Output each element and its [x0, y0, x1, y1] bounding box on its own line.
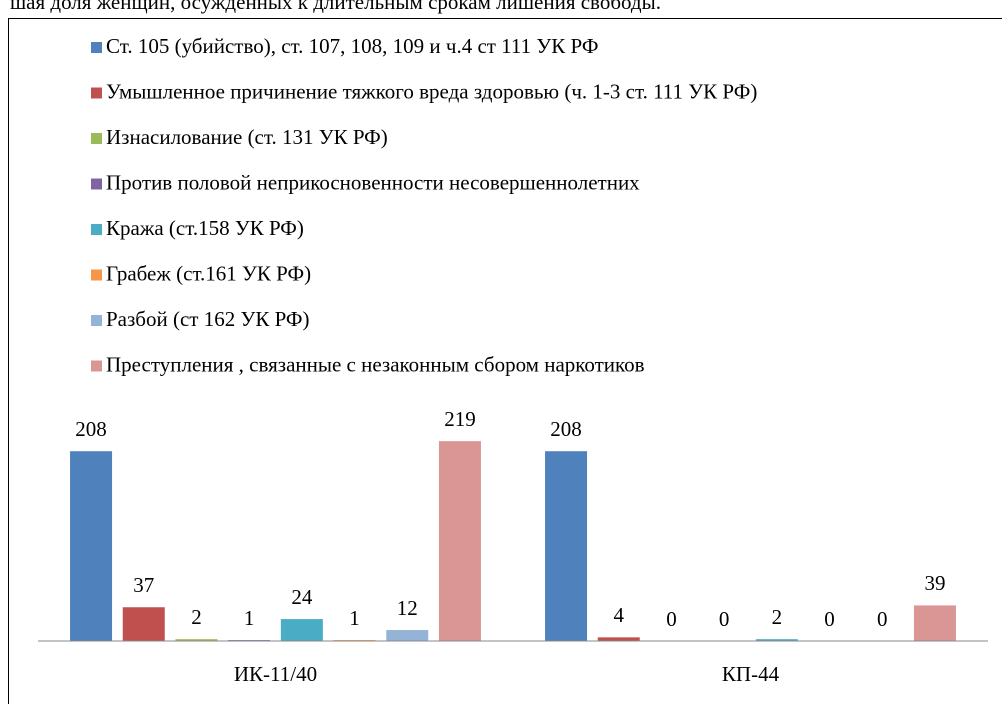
- legend-label: Разбой (ст 162 УК РФ): [106, 307, 310, 331]
- bar: [175, 639, 218, 641]
- data-label: 12: [397, 596, 418, 620]
- bar: [545, 451, 588, 641]
- data-label: 208: [550, 417, 582, 441]
- bar: [597, 637, 640, 641]
- legend-label: Преступления , связанные с незаконным сб…: [106, 352, 645, 376]
- legend-swatch: [91, 42, 102, 53]
- data-label: 39: [924, 571, 945, 595]
- bar: [438, 441, 481, 641]
- data-label: 4: [614, 603, 625, 627]
- x-tick-label: ИК-11/40: [234, 662, 317, 686]
- chart-border: [8, 18, 1002, 704]
- legend-label: Грабеж (ст.161 УК РФ): [106, 261, 311, 285]
- data-label: 0: [824, 607, 835, 631]
- bar: [280, 619, 323, 641]
- data-label: 37: [133, 573, 154, 597]
- legend-swatch: [91, 315, 102, 326]
- legend-swatch: [91, 178, 102, 190]
- legend-swatch: [91, 133, 102, 144]
- bar: [913, 605, 956, 641]
- legend-label: Изнасилование (ст. 131 УК РФ): [106, 125, 388, 149]
- legend-label: Ст. 105 (убийство), ст. 107, 108, 109 и …: [106, 34, 598, 58]
- data-label: 208: [75, 417, 107, 441]
- header-text: шая доля женщин, осужденных к длительным…: [10, 0, 661, 14]
- legend-label: Умышленное причинение тяжкого вреда здор…: [106, 79, 757, 103]
- data-label: 24: [291, 585, 313, 609]
- legend-swatch: [91, 87, 102, 99]
- bar: [122, 607, 165, 641]
- data-label: 219: [444, 407, 476, 431]
- legend-label: Против половой неприкосновенности несове…: [106, 170, 640, 194]
- legend-swatch: [91, 360, 102, 372]
- legend-swatch: [91, 224, 102, 235]
- legend-label: Кража (ст.158 УК РФ): [106, 216, 304, 240]
- legend-swatch: [91, 269, 102, 281]
- data-label: 0: [877, 607, 888, 631]
- bar: [386, 630, 429, 641]
- bar: [755, 639, 798, 641]
- data-label: 1: [244, 606, 255, 630]
- data-label: 0: [666, 607, 677, 631]
- data-label: 1: [349, 606, 360, 630]
- x-tick-label: КП-44: [722, 662, 780, 686]
- bar: [70, 451, 113, 641]
- data-label: 2: [772, 605, 783, 629]
- data-label: 0: [719, 607, 730, 631]
- data-label: 2: [191, 605, 202, 629]
